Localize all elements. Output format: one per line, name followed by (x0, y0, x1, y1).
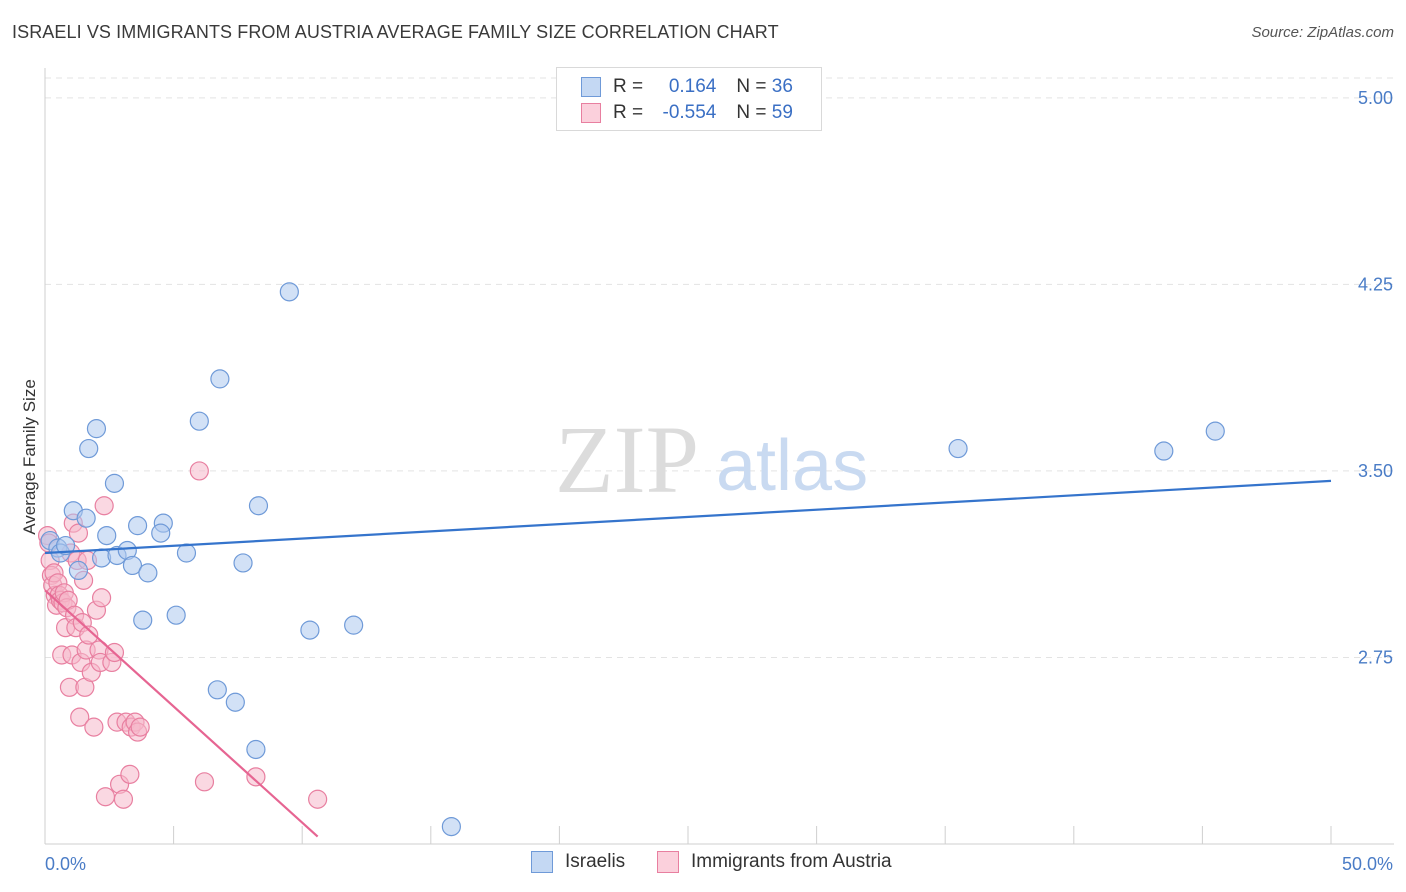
y-axis-label: Average Family Size (20, 379, 39, 535)
y-tick-label: 3.50 (1358, 461, 1393, 481)
chart-title: ISRAELI VS IMMIGRANTS FROM AUSTRIA AVERA… (12, 22, 779, 42)
israelis-point (1154, 441, 1174, 461)
immigrants-point (70, 707, 90, 727)
legend-label-immigrants-from-austria: Immigrants from Austria (691, 851, 892, 872)
y-tick-label: 4.25 (1358, 274, 1393, 294)
israelis-point (176, 543, 197, 563)
israelis-point (79, 438, 99, 459)
axes (44, 68, 1394, 845)
series-israelis (40, 282, 1225, 837)
israelis-point (248, 496, 269, 516)
israelis-point (246, 739, 266, 760)
immigrants-point (194, 772, 215, 792)
legend-n-label: N = (736, 76, 772, 97)
legend-swatch-blue (581, 77, 601, 97)
israelis-point (166, 605, 186, 625)
legend-n-value: 36 (771, 76, 793, 97)
israelis-point (86, 419, 107, 439)
israelis-point (122, 555, 143, 576)
immigrants-point (95, 787, 116, 807)
israelis-point (441, 816, 461, 837)
israelis-point (127, 516, 148, 536)
legend-r-label: R = (613, 102, 649, 123)
legend-r-label: R = (613, 76, 649, 97)
legend-n-label: N = (736, 102, 772, 123)
x-tick-label: 0.0% (45, 854, 86, 874)
immigrants-point (94, 496, 114, 516)
immigrants-point (130, 717, 150, 737)
immigrants-trend-line (44, 589, 319, 838)
legend-item-immigrants-from-austria[interactable]: Immigrants from Austria (657, 851, 892, 873)
israelis-point (233, 553, 253, 573)
legend-swatch-blue (531, 851, 553, 873)
israelis-point (97, 525, 117, 546)
immigrants-point (79, 625, 99, 645)
watermark: ZIP atlas (555, 406, 868, 513)
legend-r-value: -0.554 (662, 102, 717, 123)
immigrants-point (189, 461, 209, 481)
legend-r-value: 0.164 (668, 76, 717, 97)
axis-labels: 2.75 3.50 4.25 5.00 0.0% 50.0% (45, 88, 1393, 874)
immigrants-point (91, 588, 112, 608)
immigrants-point (84, 717, 104, 737)
israelis-trend-line (44, 479, 1332, 555)
israelis-point (279, 282, 299, 302)
legend-label-israelis: Israelis (565, 851, 626, 872)
israelis-point (76, 508, 96, 528)
israelis-point (1205, 421, 1225, 441)
watermark-atlas: atlas (716, 426, 868, 506)
israelis-point (138, 563, 158, 583)
legend-row-israelis: R = 0.164 N = 36 (581, 75, 793, 99)
immigrants-point (120, 764, 140, 784)
x-tick-label: 50.0% (1342, 854, 1393, 874)
israelis-point (210, 369, 230, 389)
y-tick-label: 2.75 (1358, 647, 1393, 667)
israelis-point (344, 615, 364, 635)
legend-swatch-pink (581, 103, 601, 123)
y-tick-label: 5.00 (1358, 88, 1393, 108)
israelis-point (225, 692, 245, 712)
israelis-point (948, 438, 968, 459)
immigrants-point (308, 789, 328, 809)
israelis-point (68, 560, 89, 581)
israelis-point (104, 473, 125, 493)
legend-item-israelis[interactable]: Israelis (531, 851, 625, 873)
series-legend: Israelis Immigrants from Austria (0, 851, 1406, 879)
israelis-point (207, 680, 227, 700)
israelis-point (300, 620, 320, 640)
israelis-point (189, 411, 209, 431)
israelis-point (151, 523, 171, 543)
israelis-point (133, 610, 153, 630)
watermark-zip: ZIP (555, 406, 699, 513)
correlation-legend: R = 0.164 N = 36 R = -0.554 N = 59 (556, 67, 822, 131)
legend-n-value: 59 (771, 102, 793, 123)
israelis-point (55, 535, 76, 556)
immigrants-point (246, 767, 266, 787)
legend-row-immigrants: R = -0.554 N = 59 (581, 101, 793, 125)
legend-swatch-pink (657, 851, 679, 873)
trend-lines (44, 479, 1332, 838)
source-label: Source: ZipAtlas.com (1251, 24, 1394, 41)
immigrants-point (68, 523, 89, 543)
immigrants-point (113, 789, 134, 809)
